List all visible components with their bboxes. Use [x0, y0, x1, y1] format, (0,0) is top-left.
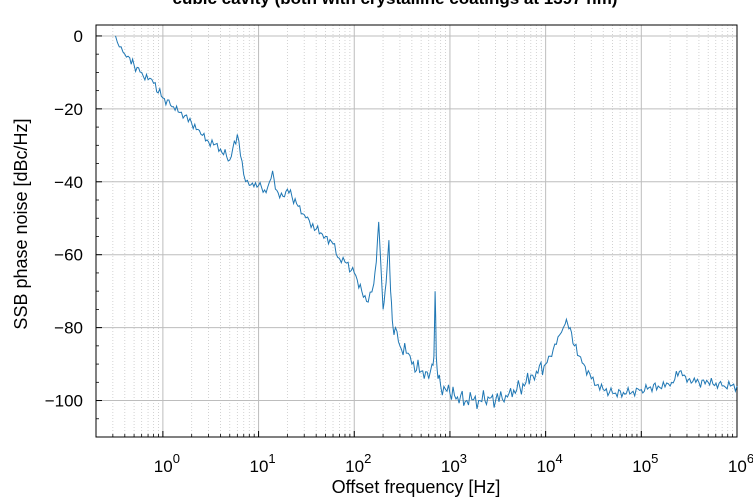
y-tick-label: −20: [54, 100, 83, 119]
y-axis-label: SSB phase noise [dBc/Hz]: [11, 118, 31, 329]
x-axis-label: Offset frequency [Hz]: [332, 477, 501, 497]
x-tick-label: 106: [728, 451, 753, 476]
grid: [95, 25, 738, 437]
x-tick-label: 103: [441, 451, 467, 476]
y-tick-label: −40: [54, 173, 83, 192]
y-tick-label: −80: [54, 319, 83, 338]
y-tick-label: −60: [54, 246, 83, 265]
x-tick-label: 105: [632, 451, 658, 476]
phase-noise-line: [115, 35, 738, 409]
x-tick-label: 104: [537, 451, 563, 476]
plot-frame: [95, 24, 738, 438]
x-tick-label: 100: [154, 451, 180, 476]
y-tick-label: 0: [74, 27, 83, 46]
chart-title: cubic cavity (both with crystalline coat…: [173, 0, 618, 8]
y-tick-label: −100: [45, 392, 83, 411]
x-tick-label: 102: [345, 451, 371, 476]
axes: 100 101 102 103 104 105 106 0 −20 −40 −60 −80 −100: [45, 27, 753, 476]
x-tick-label: 101: [249, 451, 275, 476]
